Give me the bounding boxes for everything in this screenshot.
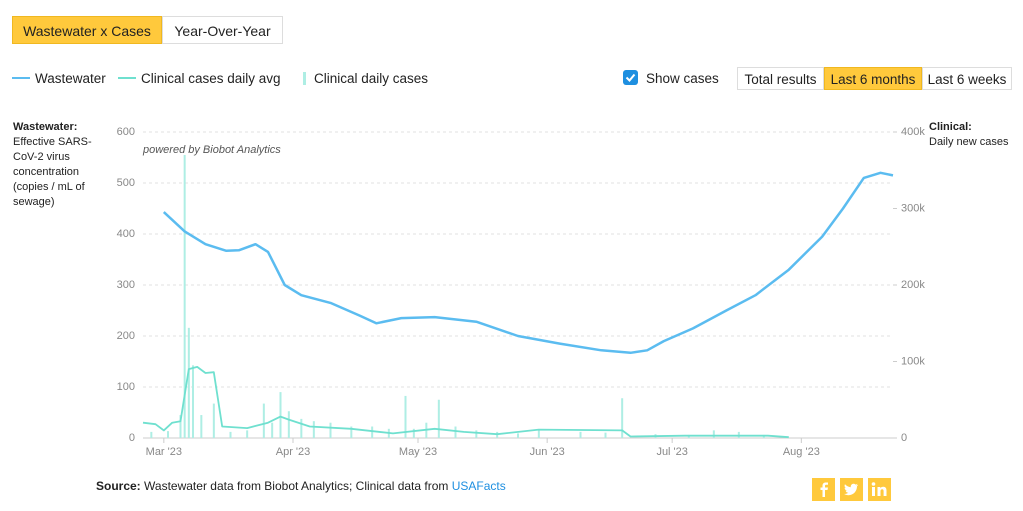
y-tick-label: 500 bbox=[117, 177, 135, 189]
bar bbox=[229, 431, 232, 438]
x-tick-label: Mar '23 bbox=[146, 446, 182, 458]
x-tick-label: Jul '23 bbox=[656, 446, 687, 458]
y-tick-label: 300 bbox=[117, 279, 135, 291]
bar bbox=[604, 432, 607, 438]
tab[interactable]: Wastewater x Cases bbox=[12, 16, 162, 44]
x-tick-label: May '23 bbox=[399, 446, 437, 458]
bar bbox=[279, 392, 282, 438]
bar bbox=[537, 430, 540, 438]
bar bbox=[287, 411, 290, 438]
bar bbox=[437, 399, 440, 438]
source-label: Source: bbox=[96, 479, 141, 493]
y2-axis-label: Clinical: Daily new cases bbox=[929, 120, 1019, 150]
source-link[interactable]: USAFacts bbox=[451, 479, 506, 493]
bar bbox=[329, 422, 332, 438]
x-tick-label: Jun '23 bbox=[530, 446, 565, 458]
y2-tick-label: 0 bbox=[901, 432, 907, 444]
y2-tick-label: 200k bbox=[901, 279, 925, 291]
legend-label: Clinical daily cases bbox=[314, 71, 429, 86]
bar bbox=[412, 428, 415, 438]
y-tick-label: 200 bbox=[117, 330, 135, 342]
facebook-icon[interactable] bbox=[812, 478, 835, 501]
y2-axis-title: Clinical: bbox=[929, 121, 972, 133]
legend-item[interactable]: Clinical daily cases bbox=[303, 71, 428, 86]
source-text: Wastewater data from Biobot Analytics; C… bbox=[144, 479, 449, 493]
y2-tick-label: 100k bbox=[901, 355, 925, 367]
bar bbox=[350, 426, 353, 438]
legend-item[interactable]: Wastewater bbox=[12, 71, 106, 86]
bar bbox=[712, 430, 715, 438]
checkbox-label[interactable]: Show cases bbox=[646, 71, 719, 86]
bar bbox=[262, 403, 265, 438]
chart: powered by Biobot Analytics 0 100 200 300 40… bbox=[117, 126, 926, 458]
x-tick-label: Apr '23 bbox=[276, 446, 311, 458]
y2-tick-label: 300k bbox=[901, 202, 925, 214]
y2-tick-label: 400k bbox=[901, 126, 925, 138]
legend-swatch bbox=[303, 72, 306, 85]
bar bbox=[150, 431, 153, 438]
bar bbox=[212, 403, 215, 438]
checkmark bbox=[625, 73, 636, 82]
bar bbox=[404, 395, 407, 438]
bar bbox=[187, 327, 190, 438]
bar bbox=[517, 433, 519, 438]
bar bbox=[371, 426, 374, 438]
legend-label: Wastewater bbox=[35, 71, 106, 86]
source: Source: Wastewater data from Biobot Anal… bbox=[96, 479, 506, 493]
bar bbox=[621, 398, 624, 438]
legend-label: Clinical cases daily avg bbox=[141, 71, 281, 86]
legend-swatch bbox=[12, 77, 30, 79]
line bbox=[162, 171, 894, 355]
bar bbox=[246, 430, 249, 438]
y-tick-label: 400 bbox=[117, 228, 135, 240]
y-axis-label: Wastewater: Effective SARS-CoV-2 virus c… bbox=[13, 120, 103, 210]
legend-swatch bbox=[118, 77, 136, 79]
bar bbox=[454, 426, 457, 438]
bar bbox=[312, 421, 315, 438]
range-button[interactable]: Total results bbox=[737, 67, 824, 90]
linkedin-icon[interactable] bbox=[868, 478, 891, 501]
bar bbox=[200, 415, 203, 438]
checkbox[interactable] bbox=[623, 70, 638, 85]
range-button[interactable]: Last 6 weeks bbox=[922, 67, 1012, 90]
bar bbox=[579, 431, 582, 438]
bar bbox=[475, 430, 478, 438]
y2-axis-text: Daily new cases bbox=[929, 136, 1009, 148]
social-icons bbox=[812, 478, 891, 501]
y-axis-text: Effective SARS-CoV-2 virus concentration… bbox=[13, 136, 92, 208]
legend-item[interactable]: Clinical cases daily avg bbox=[118, 71, 281, 86]
bar bbox=[192, 365, 194, 438]
bar bbox=[179, 415, 182, 438]
y-tick-label: 0 bbox=[129, 432, 135, 444]
y-tick-label: 100 bbox=[117, 381, 135, 393]
bar bbox=[183, 154, 186, 438]
twitter-icon[interactable] bbox=[840, 478, 863, 501]
tab[interactable]: Year-Over-Year bbox=[162, 16, 283, 44]
powered-by: powered by Biobot Analytics bbox=[142, 144, 281, 156]
bar bbox=[271, 422, 274, 438]
range-button[interactable]: Last 6 months bbox=[824, 67, 922, 90]
line bbox=[142, 366, 789, 439]
y-tick-label: 600 bbox=[117, 126, 135, 138]
bar bbox=[167, 431, 169, 438]
x-tick-label: Aug '23 bbox=[783, 446, 820, 458]
y-axis-title: Wastewater: bbox=[13, 121, 78, 133]
bar bbox=[300, 418, 303, 438]
